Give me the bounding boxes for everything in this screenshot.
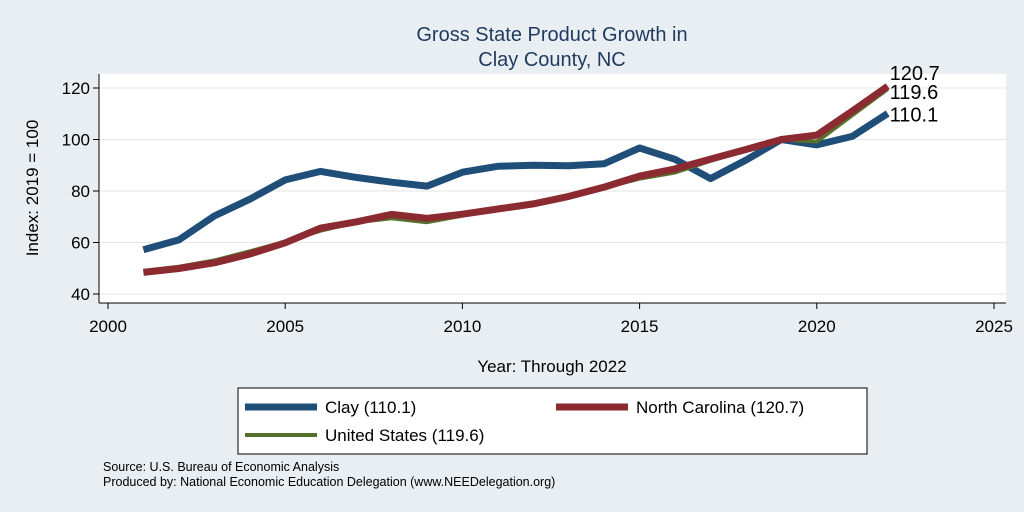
x-tick-label: 2025 [975,317,1013,336]
chart-title-line-2: Clay County, NC [478,49,625,71]
chart-title-line-1: Gross State Product Growth in [416,24,687,46]
x-tick-label: 2015 [621,317,659,336]
x-tick-label: 2005 [266,317,304,336]
x-axis-label: Year: Through 2022 [477,357,626,376]
y-tick-label: 120 [62,79,90,98]
legend: Clay (110.1) North Carolina (120.7) United… [237,387,868,455]
legend-item-united-states: United States (119.6) [245,426,484,445]
x-tick-label: 2020 [798,317,836,336]
source-note: Source: U.S. Bureau of Economic Analysis [103,460,340,474]
axes: 40 60 80 100 120 2000 2005 2010 2015 2020 2025 [62,74,1013,336]
x-tick-label: 2000 [89,317,127,336]
produced-by-note: Produced by: National Economic Education… [103,475,556,489]
legend-items: Clay (110.1) North Carolina (120.7) United… [245,398,804,445]
y-axis-label: Index: 2019 = 100 [23,120,42,257]
legend-label: North Carolina (120.7) [636,398,804,417]
plot-area [99,74,1006,303]
series-line-clay [142,110,890,254]
legend-box [237,387,868,455]
y-tick-label: 60 [71,234,90,253]
y-tick-label: 100 [62,131,90,150]
legend-label: United States (119.6) [325,426,484,445]
grid [99,87,1006,295]
series-line-north-carolina [143,83,890,276]
y-tick-label: 80 [71,182,90,201]
legend-label: Clay (110.1) [325,398,416,417]
legend-item-north-carolina: North Carolina (120.7) [556,398,804,417]
end-label-clay: 110.1 [890,104,939,126]
legend-item-clay: Clay (110.1) [245,398,416,417]
series-lines [142,83,890,276]
x-tick-label: 2010 [443,317,481,336]
end-label-united-states: 119.6 [890,82,939,104]
y-tick-label: 40 [71,285,90,304]
end-label-north-carolina: 120.7 [890,63,940,85]
